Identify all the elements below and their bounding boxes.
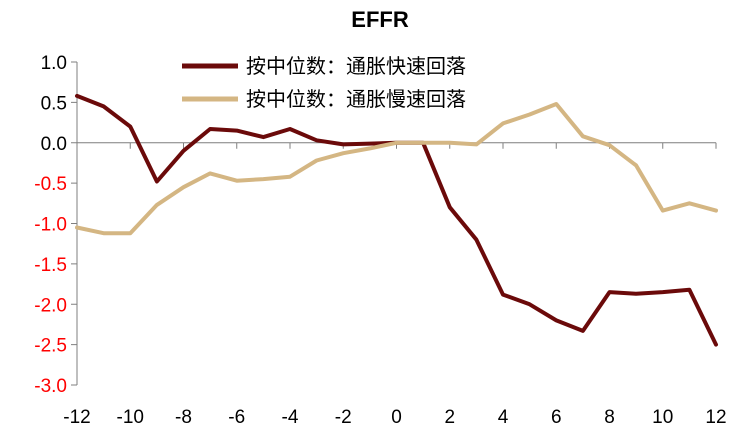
x-tick-label: 8 [604, 407, 615, 428]
x-tick-label: 4 [498, 407, 509, 428]
y-tick-label: -1.0 [34, 215, 67, 236]
x-tick-label: -6 [228, 407, 245, 428]
x-tick-label: -10 [117, 407, 144, 428]
x-tick-label: -12 [63, 407, 90, 428]
y-tick-label: 0.5 [41, 93, 67, 114]
x-tick-label: 0 [391, 407, 402, 428]
legend-entry-fast: 按中位数：通胀快速回落 [182, 54, 466, 78]
chart-title: EFFR [351, 7, 409, 32]
x-tick-label: 6 [551, 407, 562, 428]
x-tick-label: -4 [282, 407, 299, 428]
x-tick-label: 10 [652, 407, 673, 428]
legend: 按中位数：通胀快速回落 按中位数：通胀慢速回落 [182, 54, 466, 111]
y-tick-label: -1.5 [34, 255, 67, 276]
x-tick-label: 2 [444, 407, 455, 428]
series-lines [75, 93, 718, 347]
x-tick-label: 12 [705, 407, 726, 428]
y-tick-label: -0.5 [34, 174, 67, 195]
y-tick-label: 1.0 [41, 53, 67, 74]
legend-label-fast: 按中位数：通胀快速回落 [246, 54, 466, 78]
x-tick-label: -2 [335, 407, 352, 428]
x-tick-label: -8 [175, 407, 192, 428]
legend-label-slow: 按中位数：通胀慢速回落 [246, 87, 466, 111]
y-tick-label: -2.0 [34, 295, 67, 316]
x-axis-ticks: -12 -10 -8 -6 -4 -2 0 2 4 6 8 10 12 [63, 142, 727, 428]
legend-entry-slow: 按中位数：通胀慢速回落 [182, 87, 466, 111]
y-tick-label: 0.0 [41, 134, 67, 155]
y-axis-ticks: 1.0 0.5 0.0 -0.5 -1.0 -1.5 -2.0 -2.5 -3.0 [34, 53, 77, 397]
y-tick-label: -2.5 [34, 336, 67, 357]
series-line-slow [75, 102, 718, 236]
series-line-fast [75, 93, 718, 347]
y-tick-label: -3.0 [34, 376, 67, 397]
